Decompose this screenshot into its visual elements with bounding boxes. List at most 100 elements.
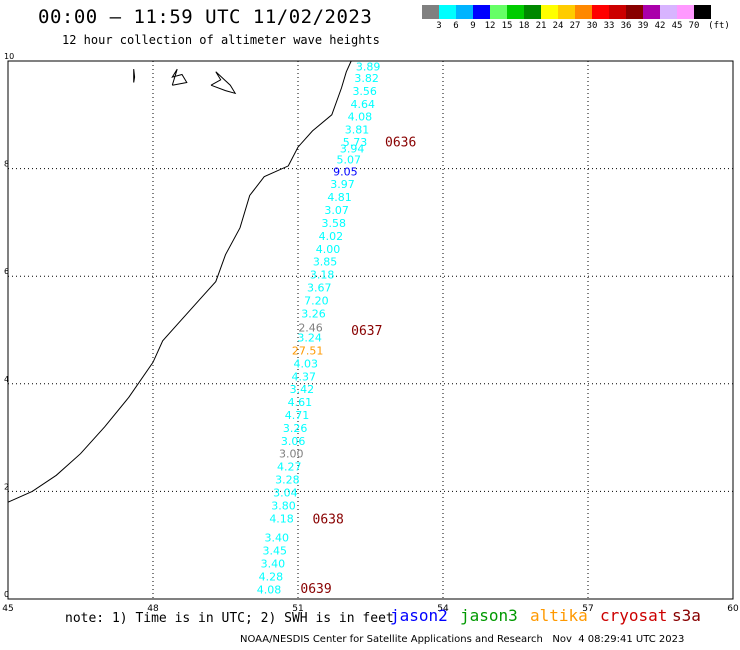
island-outline [210, 71, 237, 95]
wave-height-label: 4.27 [277, 461, 302, 474]
wave-height-label: 3.00 [279, 448, 304, 461]
wave-height-label: 3.89 [356, 60, 381, 73]
wave-height-label: 4.08 [257, 583, 282, 596]
pass-time-label: 0638 [313, 512, 344, 527]
color-swatch [439, 5, 456, 19]
wave-height-label: 4.71 [285, 409, 310, 422]
legend-entry-jason2: jason2 [390, 606, 448, 625]
wave-height-label: 3.40 [261, 557, 286, 570]
color-swatch [507, 5, 524, 19]
wave-height-label: 4.28 [259, 570, 284, 583]
map-subtitle: 12 hour collection of altimeter wave hei… [62, 33, 380, 47]
y-tick-label: 10 [4, 52, 14, 61]
coastline [7, 60, 352, 503]
credit-line: NOAA/NESDIS Center for Satellite Applica… [240, 634, 685, 645]
wave-height-label: 3.80 [271, 499, 296, 512]
wave-height-label: 9.05 [333, 165, 358, 178]
y-tick-label: 0 [4, 590, 9, 599]
wave-height-label: 3.97 [330, 178, 355, 191]
color-scale-label: 30 [586, 21, 598, 31]
y-tick-label: 4 [4, 375, 9, 384]
color-scale-label: 24 [552, 21, 564, 31]
island-outline [133, 69, 136, 83]
wave-height-label: 2.46 [298, 321, 323, 334]
color-swatch [524, 5, 541, 19]
color-scale-label: 18 [518, 21, 530, 31]
color-scale-label: 12 [484, 21, 496, 31]
color-swatch [558, 5, 575, 19]
color-swatch [609, 5, 626, 19]
pass-time-labels: 0636 0637 0638 0639 [300, 136, 416, 598]
color-swatch [694, 5, 711, 19]
wave-height-label: 3.56 [352, 85, 377, 98]
grid-lines [8, 61, 733, 599]
color-swatch [575, 5, 592, 19]
footnote: note: 1) Time is in UTC; 2) SWH is in fe… [65, 611, 394, 626]
color-scale-unit: (ft) [708, 21, 730, 31]
wave-height-label: 3.04 [273, 486, 298, 499]
wave-height-label: 3.07 [324, 204, 349, 217]
legend-entry-altika: altika [530, 606, 588, 625]
wave-height-label: 7.20 [304, 294, 329, 307]
x-tick-label: 57 [582, 604, 593, 614]
color-swatch [456, 5, 473, 19]
color-scale-label: 3 [436, 21, 442, 31]
wave-height-label: 3.58 [322, 217, 347, 230]
color-swatch [490, 5, 507, 19]
pass-time-label: 0639 [300, 582, 331, 597]
color-scale-label: 33 [603, 21, 615, 31]
color-scale-label: 15 [501, 21, 513, 31]
color-scale-label: 70 [688, 21, 700, 31]
color-scale-label: 39 [637, 21, 649, 31]
color-scale-bar [422, 5, 711, 19]
color-swatch [592, 5, 609, 19]
x-tick-label: 48 [147, 604, 159, 614]
color-scale-label: 45 [671, 21, 683, 31]
color-swatch [422, 5, 439, 19]
wave-height-label: 3.42 [290, 383, 315, 396]
wave-height-label: 3.28 [275, 474, 300, 487]
legend-entry-s3a: s3a [672, 606, 701, 625]
wave-height-label: 3.06 [281, 435, 306, 448]
wave-height-label: 3.85 [313, 256, 338, 269]
color-swatch [473, 5, 490, 19]
wave-height-label: 3.67 [307, 281, 332, 294]
wave-height-label: 27.51 [292, 344, 324, 357]
y-tick-label: 2 [4, 482, 9, 491]
wave-height-label: 4.00 [316, 243, 341, 256]
wave-height-label: 4.18 [269, 512, 294, 525]
color-scale-label: 21 [535, 21, 547, 31]
map-frame [7, 60, 734, 600]
wave-height-label: 3.82 [354, 72, 379, 85]
color-swatch [660, 5, 677, 19]
y-tick-label: 6 [4, 267, 9, 276]
x-tick-label: 51 [292, 604, 303, 614]
wave-height-label: 3.45 [263, 545, 288, 558]
color-swatch [643, 5, 660, 19]
wave-height-label: 3.26 [301, 307, 326, 320]
color-scale-label: 36 [620, 21, 632, 31]
color-scale-label: 42 [654, 21, 666, 31]
wave-height-label: 4.81 [327, 191, 352, 204]
wave-height-label: 4.37 [292, 370, 317, 383]
wave-height-label: 3.94 [340, 143, 365, 156]
x-tick-label: 45 [2, 604, 13, 614]
wave-height-label: 5.07 [337, 153, 362, 166]
color-swatch [677, 5, 694, 19]
map-title: 00:00 – 11:59 UTC 11/02/2023 [38, 6, 373, 28]
wave-height-label: 4.02 [319, 230, 344, 243]
wave-height-label: 3.26 [283, 422, 308, 435]
wave-height-label: 3.40 [264, 532, 289, 545]
color-scale-label: 6 [453, 21, 459, 31]
x-tick-label: 54 [437, 604, 449, 614]
legend-entry-cryosat: cryosat [600, 606, 668, 625]
x-tick-label: 60 [727, 604, 739, 614]
y-tick-labels: 0 2 4 6 8 10 [4, 52, 14, 599]
legend-entry-jason3: jason3 [460, 606, 518, 625]
wave-height-label: 3.18 [310, 269, 335, 282]
pass-time-label: 0636 [385, 136, 416, 151]
island-outline [171, 68, 188, 86]
wave-height-label: 3.81 [345, 123, 370, 136]
islands [133, 68, 237, 95]
